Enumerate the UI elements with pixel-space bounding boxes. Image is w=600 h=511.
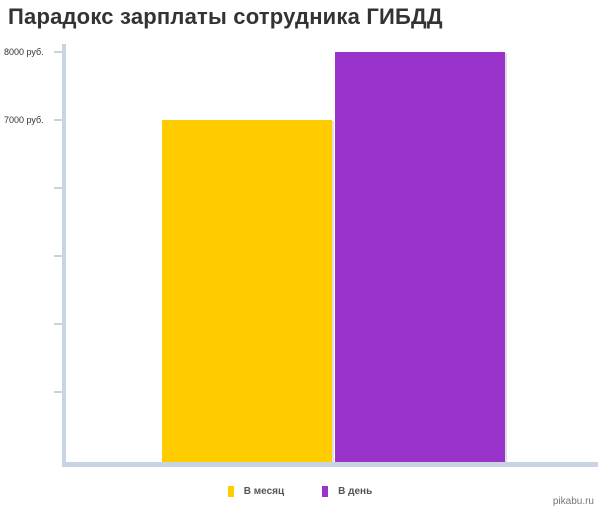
y-tick-label: 7000 руб. <box>4 115 44 125</box>
legend-item-day: В день <box>322 486 372 497</box>
chart-title: Парадокс зарплаты сотрудника ГИБДД <box>8 4 443 29</box>
y-tick-label: 8000 руб. <box>4 47 44 57</box>
bar-day <box>335 52 505 462</box>
y-tick <box>54 323 64 325</box>
bar-chart: 8000 руб. 7000 руб. <box>4 44 598 467</box>
y-tick <box>54 255 64 257</box>
y-tick <box>54 119 64 121</box>
y-tick <box>54 187 64 189</box>
legend-item-month: В месяц <box>227 486 285 497</box>
y-tick <box>54 51 64 53</box>
bar-month <box>162 120 332 462</box>
legend: В месяц В день <box>0 486 600 497</box>
x-axis <box>62 462 598 467</box>
legend-label-day: В день <box>338 486 373 497</box>
y-tick <box>54 391 64 393</box>
legend-swatch-month <box>227 486 234 497</box>
legend-label-month: В месяц <box>243 486 285 497</box>
legend-swatch-day <box>322 486 329 497</box>
watermark: pikabu.ru <box>552 496 594 507</box>
